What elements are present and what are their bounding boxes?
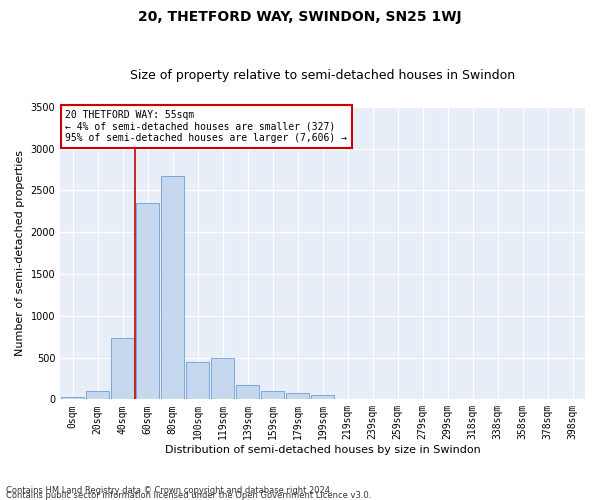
Text: 20, THETFORD WAY, SWINDON, SN25 1WJ: 20, THETFORD WAY, SWINDON, SN25 1WJ [138, 10, 462, 24]
Bar [286, 394, 309, 400]
Text: Contains public sector information licensed under the Open Government Licence v3: Contains public sector information licen… [6, 491, 371, 500]
Bar [187, 362, 209, 400]
X-axis label: Distribution of semi-detached houses by size in Swindon: Distribution of semi-detached houses by … [165, 445, 481, 455]
Bar [236, 385, 259, 400]
Bar [86, 391, 109, 400]
Bar [161, 176, 184, 400]
Text: Contains HM Land Registry data © Crown copyright and database right 2024.: Contains HM Land Registry data © Crown c… [6, 486, 332, 495]
Bar [311, 395, 334, 400]
Text: 20 THETFORD WAY: 55sqm
← 4% of semi-detached houses are smaller (327)
95% of sem: 20 THETFORD WAY: 55sqm ← 4% of semi-deta… [65, 110, 347, 143]
Y-axis label: Number of semi-detached properties: Number of semi-detached properties [15, 150, 25, 356]
Bar [211, 358, 234, 400]
Bar [61, 397, 84, 400]
Bar [262, 391, 284, 400]
Title: Size of property relative to semi-detached houses in Swindon: Size of property relative to semi-detach… [130, 69, 515, 82]
Bar [112, 338, 134, 400]
Bar [136, 203, 159, 400]
